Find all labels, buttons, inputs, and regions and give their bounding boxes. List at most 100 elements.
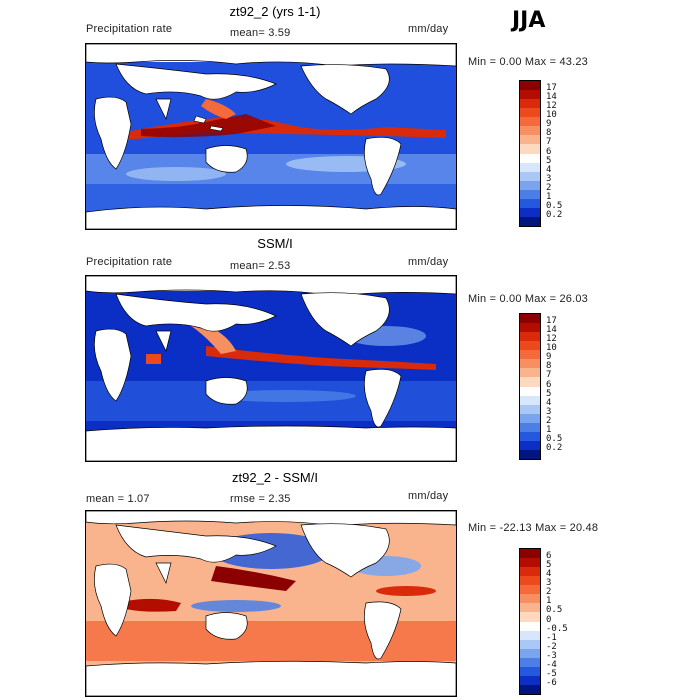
panel2-colorbar-swatch bbox=[520, 404, 540, 414]
panel3-colorbar-swatch bbox=[520, 603, 540, 613]
panel1-colorbar-tick-label: 4 bbox=[546, 164, 552, 175]
panel3-minmax: Min = -22.13 Max = 20.48 bbox=[468, 522, 599, 534]
panel1-colorbar-swatch bbox=[520, 153, 540, 163]
panel2-colorbar-tick-label: 7 bbox=[546, 370, 552, 381]
panel3-colorbar-tick-label: 5 bbox=[546, 560, 552, 571]
panel3-center-label: rmse = 2.35 bbox=[230, 493, 291, 505]
panel1-colorbar-swatch bbox=[520, 81, 540, 91]
panel2-colorbar-tick-label: 5 bbox=[546, 388, 552, 399]
panel1-colorbar-tick-label: 10 bbox=[546, 110, 557, 121]
panel3-colorbar bbox=[519, 548, 541, 695]
panel1-colorbar-tick-label: 6 bbox=[546, 146, 552, 157]
panel3-colorbar-labels: 6 5 4 3 2 1 0.5 0 -0.5 -1 -2 -3 -4 -5 -6 bbox=[546, 548, 586, 693]
panel1-title: zt92_2 (yrs 1-1) bbox=[229, 4, 321, 19]
panel1-colorbar bbox=[519, 80, 541, 227]
panel2-title: SSM/I bbox=[257, 236, 293, 251]
panel1-colorbar-swatch bbox=[520, 180, 540, 190]
panel2-minmax: Min = 0.00 Max = 26.03 bbox=[468, 293, 588, 305]
panel2-colorbar-swatch bbox=[520, 449, 540, 459]
panel1-colorbar-labels: 17 14 12 10 9 8 7 6 5 4 3 2 1 0.5 0.2 bbox=[546, 80, 586, 225]
panel2-colorbar-tick-label: 14 bbox=[546, 325, 557, 336]
panel2-colorbar-tick-label: 8 bbox=[546, 361, 552, 372]
panel1-colorbar-tick-label: 5 bbox=[546, 155, 552, 166]
panel2-colorbar-swatch bbox=[520, 332, 540, 342]
panel1-colorbar-tick-label: 1 bbox=[546, 191, 552, 202]
panel3-colorbar-tick-label: 6 bbox=[546, 551, 552, 562]
panel1-left-label: Precipitation rate bbox=[86, 23, 173, 35]
panel2-colorbar-swatch bbox=[520, 314, 540, 324]
panel2-right-label: mm/day bbox=[408, 256, 449, 268]
panel2-colorbar-swatch bbox=[520, 341, 540, 351]
panel3-colorbar-swatch bbox=[520, 675, 540, 685]
panel2-left-label: Precipitation rate bbox=[86, 256, 173, 268]
panel2-colorbar-tick-label: 3 bbox=[546, 406, 552, 417]
panel1-colorbar-swatch bbox=[520, 108, 540, 118]
panel3-colorbar-swatch bbox=[520, 684, 540, 694]
panel2-colorbar-tick-label: 17 bbox=[546, 316, 557, 327]
panel1-colorbar-swatch bbox=[520, 162, 540, 172]
panel2-colorbar-swatch bbox=[520, 413, 540, 423]
panel3-title: zt92_2 - SSM/I bbox=[232, 470, 318, 485]
panel3-colorbar-swatch bbox=[520, 567, 540, 577]
panel3-colorbar-tick-label: 4 bbox=[546, 569, 552, 580]
panel1-colorbar-tick-label: 0.2 bbox=[546, 209, 563, 220]
panel2-map-svg bbox=[86, 276, 456, 461]
panel3-colorbar-tick-label: -1 bbox=[546, 632, 557, 643]
panel3-colorbar-tick-label: 0.5 bbox=[546, 605, 563, 616]
season-label: JJA bbox=[512, 8, 546, 33]
panel3-map bbox=[85, 510, 457, 697]
panel1-center-label: mean= 3.59 bbox=[230, 27, 291, 39]
panel2-colorbar-swatch bbox=[520, 386, 540, 396]
panel1-colorbar-tick-label: 17 bbox=[546, 83, 557, 94]
panel1-colorbar-swatch bbox=[520, 99, 540, 109]
panel3-colorbar-swatch bbox=[520, 558, 540, 568]
panel1-colorbar-swatch bbox=[520, 90, 540, 100]
panel1-colorbar-tick-label: 9 bbox=[546, 119, 552, 130]
panel1-colorbar-swatch bbox=[520, 135, 540, 145]
panel1-colorbar-tick-label: 14 bbox=[546, 92, 557, 103]
panel2-colorbar-tick-label: 6 bbox=[546, 379, 552, 390]
panel1-colorbar-tick-label: 8 bbox=[546, 128, 552, 139]
panel2-colorbar-swatch bbox=[520, 368, 540, 378]
panel1-colorbar-swatch bbox=[520, 198, 540, 208]
panel1-colorbar-tick-label: 12 bbox=[546, 101, 557, 112]
panel2-colorbar-swatch bbox=[520, 350, 540, 360]
panel3-colorbar-swatch bbox=[520, 639, 540, 649]
panel2-colorbar-tick-label: 4 bbox=[546, 397, 552, 408]
panel3-colorbar-tick-label: 1 bbox=[546, 596, 552, 607]
panel3-colorbar-swatch bbox=[520, 612, 540, 622]
panel1-colorbar-swatch bbox=[520, 117, 540, 127]
panel1-colorbar-tick-label: 7 bbox=[546, 137, 552, 148]
panel1-colorbar-swatch bbox=[520, 144, 540, 154]
panel3-colorbar-tick-label: -3 bbox=[546, 650, 557, 661]
panel1-colorbar-tick-label: 0.5 bbox=[546, 200, 563, 211]
panel3-colorbar-swatch bbox=[520, 594, 540, 604]
panel2-colorbar-tick-label: 2 bbox=[546, 415, 552, 426]
panel3-colorbar-swatch bbox=[520, 576, 540, 586]
panel2-colorbar-labels: 17 14 12 10 9 8 7 6 5 4 3 2 1 0.5 0.2 bbox=[546, 313, 586, 458]
panel1-colorbar-swatch bbox=[520, 171, 540, 181]
panel2-colorbar bbox=[519, 313, 541, 460]
panel3-colorbar-tick-label: -4 bbox=[546, 659, 557, 670]
panel3-map-svg bbox=[86, 511, 456, 696]
panel2-center-label: mean= 2.53 bbox=[230, 260, 291, 272]
panel1-colorbar-swatch bbox=[520, 126, 540, 136]
panel1-colorbar-tick-label: 2 bbox=[546, 182, 552, 193]
panel3-colorbar-tick-label: -0.5 bbox=[546, 623, 568, 634]
panel3-colorbar-swatch bbox=[520, 630, 540, 640]
panel2-colorbar-tick-label: 0.5 bbox=[546, 433, 563, 444]
panel2-colorbar-tick-label: 9 bbox=[546, 352, 552, 363]
panel3-colorbar-swatch bbox=[520, 648, 540, 658]
panel1-right-label: mm/day bbox=[408, 23, 449, 35]
panel2-colorbar-swatch bbox=[520, 422, 540, 432]
panel1-colorbar-tick-label: 3 bbox=[546, 173, 552, 184]
panel3-colorbar-tick-label: -2 bbox=[546, 641, 557, 652]
panel3-colorbar-tick-label: -5 bbox=[546, 668, 557, 679]
panel3-colorbar-swatch bbox=[520, 549, 540, 559]
panel2-map bbox=[85, 275, 457, 462]
panel3-colorbar-tick-label: -6 bbox=[546, 677, 557, 688]
panel2-colorbar-swatch bbox=[520, 431, 540, 441]
panel2-colorbar-swatch bbox=[520, 323, 540, 333]
panel2-colorbar-swatch bbox=[520, 359, 540, 369]
panel2-colorbar-swatch bbox=[520, 440, 540, 450]
